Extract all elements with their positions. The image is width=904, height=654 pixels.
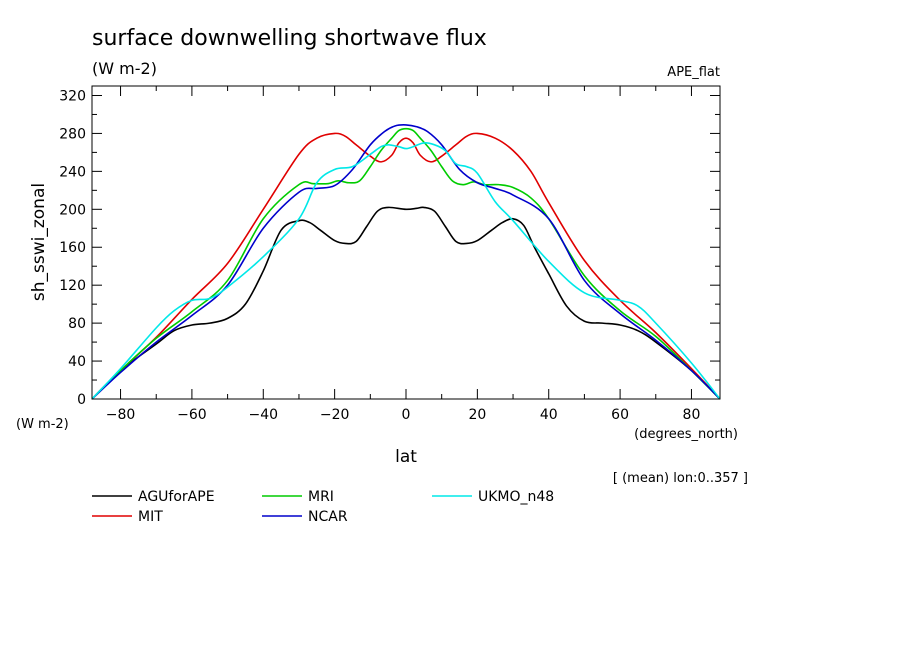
dataset-label: APE_flat bbox=[667, 65, 720, 80]
x-tick-label: −40 bbox=[248, 407, 278, 423]
legend-label: UKMO_n48 bbox=[478, 489, 554, 505]
y-tick-label: 200 bbox=[59, 202, 86, 218]
x-tick-label: 60 bbox=[611, 407, 629, 423]
x-tick-label: −80 bbox=[106, 407, 136, 423]
series-line-mri bbox=[91, 127, 721, 400]
y-tick-label: 80 bbox=[68, 316, 86, 332]
plot-frame bbox=[91, 85, 721, 400]
x-tick-label: −20 bbox=[320, 407, 350, 423]
x-axis-units: (degrees_north) bbox=[634, 427, 738, 442]
chart-units: (W m-2) bbox=[92, 59, 157, 78]
x-tick-label: −60 bbox=[177, 407, 207, 423]
x-tick-label: 80 bbox=[683, 407, 701, 423]
y-tick-label: 120 bbox=[59, 278, 86, 294]
series-line-ukmo-n48 bbox=[91, 142, 721, 400]
x-tick-labels: −80 −60 −40 −20 0 20 40 60 80 bbox=[106, 407, 701, 423]
x-tick-label: 40 bbox=[540, 407, 558, 423]
y-tick-label: 280 bbox=[59, 126, 86, 142]
y-tick-label: 240 bbox=[59, 164, 86, 180]
y-tick-label: 160 bbox=[59, 240, 86, 256]
y-axis-label: sh_sswi_zonal bbox=[29, 183, 49, 301]
y-tick-label: 40 bbox=[68, 354, 86, 370]
axis-ticks bbox=[92, 86, 720, 400]
legend-label: MIT bbox=[138, 509, 163, 525]
legend-label: MRI bbox=[308, 489, 334, 505]
series-line-ncar bbox=[91, 124, 721, 400]
series-line-mit bbox=[91, 132, 721, 400]
y-tick-label: 0 bbox=[77, 392, 86, 408]
aggregation-note: [ (mean) lon:0..357 ] bbox=[613, 471, 748, 486]
x-tick-label: 0 bbox=[402, 407, 411, 423]
legend-label: NCAR bbox=[308, 509, 348, 525]
y-tick-label: 320 bbox=[59, 88, 86, 104]
legend-label: AGUforAPE bbox=[138, 489, 215, 505]
y-axis-units: (W m-2) bbox=[16, 417, 69, 432]
x-tick-label: 20 bbox=[468, 407, 486, 423]
legend: AGUforAPE MIT MRI NCAR UKMO_n48 bbox=[92, 489, 554, 525]
series-line-aguforape bbox=[91, 206, 721, 400]
y-tick-labels: 0 40 80 120 160 200 240 280 320 bbox=[59, 88, 86, 408]
series-lines bbox=[91, 124, 721, 400]
chart-title: surface downwelling shortwave flux bbox=[92, 26, 487, 51]
x-axis-label: lat bbox=[395, 447, 417, 467]
